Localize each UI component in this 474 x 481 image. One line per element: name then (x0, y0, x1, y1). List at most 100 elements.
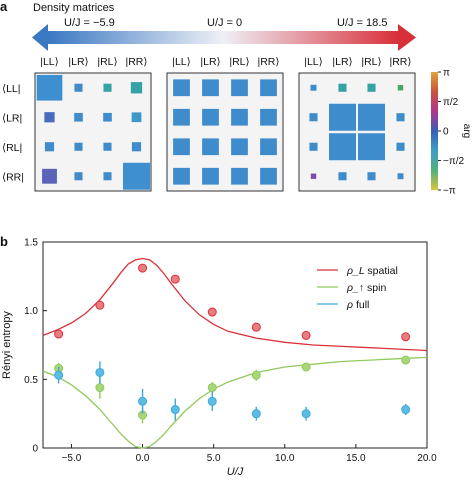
matrix-element (36, 74, 63, 101)
matrix-element (309, 142, 318, 151)
x-tick-label: 10.0 (275, 453, 295, 464)
colorbar-tick-label: 0 (443, 127, 449, 138)
basis-label-top: |LL⟩ (40, 56, 59, 68)
data-points (54, 263, 411, 424)
matrix-element (310, 84, 317, 91)
matrix-element (231, 167, 248, 185)
matrix-element (202, 167, 219, 185)
panel-b: b −5.0 0.0 5.0 10.0 15.0 20.0 0 0.5 1.0 1.5 ρ_L s… (0, 234, 437, 478)
basis-label-top: |RR⟩ (390, 56, 412, 68)
matrix-element (309, 113, 318, 122)
matrix-element (131, 112, 142, 123)
data-point-series-2 (207, 396, 217, 406)
matrix-element (44, 112, 55, 123)
matrix-element (74, 112, 83, 122)
matrix-element (103, 172, 112, 181)
matrix-element (74, 172, 83, 181)
data-point-series-2 (251, 409, 261, 419)
data-point-series-0 (95, 300, 105, 310)
density-matrix-0: |LL⟩ |LR⟩ |RL⟩ |RR⟩ (34, 56, 152, 192)
basis-label-left: ⟨LL| (2, 83, 21, 95)
data-point-series-1 (401, 355, 411, 365)
matrix-element (202, 138, 219, 156)
basis-label-top: |RL⟩ (97, 56, 117, 68)
y-tick-label: 0.5 (24, 375, 38, 386)
plot-frame (42, 241, 428, 449)
basis-label-left: ⟨RR| (2, 171, 24, 183)
matrix-element (231, 138, 248, 156)
x-tick-label: −5.0 (62, 453, 82, 464)
data-point-series-1 (95, 383, 105, 393)
basis-label-top: |LR⟩ (200, 56, 220, 68)
matrix-element (396, 142, 405, 151)
matrix-element (42, 168, 57, 184)
colorbar-tick-label: −π/2 (443, 156, 465, 167)
matrix-element (173, 79, 190, 97)
matrix-element (202, 79, 219, 97)
x-tick-label: 20.0 (417, 453, 437, 464)
matrix-element (329, 103, 356, 131)
x-tick-label: 5.0 (207, 453, 221, 464)
matrix-element (338, 83, 347, 92)
basis-label-top: |RR⟩ (258, 56, 280, 68)
matrix-element (260, 108, 277, 126)
x-tick-label: 15.0 (346, 453, 366, 464)
model-curve-0 (42, 257, 428, 352)
colorbar-tick-label: π/2 (443, 97, 459, 108)
legend-entry: ρ full (346, 299, 369, 311)
matrix-element (130, 82, 143, 94)
basis-label-left: ⟨RL| (2, 142, 22, 154)
arrow-label-center: U/J = 0 (207, 17, 242, 29)
basis-label-top: |RL⟩ (229, 56, 249, 68)
colorbar-tick-label: π (443, 68, 450, 79)
colorbar-label: arg (461, 124, 472, 138)
density-matrices: |LL⟩ |LR⟩ |RL⟩ |RR⟩ |LL⟩ |LR⟩ |RL⟩ |RR⟩ |LL⟩ |LR⟩… (2, 56, 416, 192)
arrow-label-right: U/J = 18.5 (337, 17, 387, 29)
density-matrix-2: |LL⟩ |LR⟩ |RL⟩ |RR⟩ (298, 56, 416, 192)
matrix-element (367, 83, 376, 92)
axes: −5.0 0.0 5.0 10.0 15.0 20.0 0 0.5 1.0 1.5 (24, 238, 437, 465)
matrix-element (74, 142, 83, 151)
matrix-element (367, 172, 376, 181)
matrix-element (131, 142, 142, 152)
panel-a-letter: a (0, 0, 8, 14)
data-point-series-2 (170, 405, 180, 415)
matrix-element (173, 138, 190, 156)
colorbar-ticks: π π/2 0 −π/2 −π (438, 68, 465, 197)
legend-entry: ρ_↑ spin (346, 282, 386, 294)
data-point-series-1 (301, 362, 311, 372)
data-point-series-2 (95, 367, 105, 377)
matrix-element (173, 167, 190, 185)
data-point-series-0 (170, 274, 180, 284)
density-matrix-1: |LL⟩ |LR⟩ |RL⟩ |RR⟩ (166, 56, 284, 192)
matrix-element (260, 167, 277, 185)
matrix-element (358, 103, 385, 131)
matrix-element (396, 113, 405, 122)
legend: ρ_L spatial ρ_↑ spin ρ full (317, 265, 398, 311)
panel-b-letter: b (0, 234, 8, 249)
basis-label-top: |LL⟩ (304, 56, 323, 68)
matrix-element (103, 142, 112, 151)
data-point-series-2 (401, 405, 411, 415)
matrix-element (74, 83, 83, 92)
panel-a-title: Density matrices (33, 2, 115, 14)
model-curve-1 (42, 356, 428, 449)
y-tick-label: 1.5 (24, 238, 38, 249)
data-point-series-0 (54, 329, 64, 339)
data-point-series-0 (138, 263, 148, 273)
model-curves (42, 257, 428, 449)
matrix-element (231, 108, 248, 126)
basis-label-top: |LR⟩ (68, 56, 88, 68)
matrix-element (123, 162, 150, 190)
colorbar-tick-label: −π (443, 186, 456, 197)
legend-entry: ρ_L spatial (346, 265, 398, 277)
phase-colorbar: π π/2 0 −π/2 −π arg (431, 68, 472, 197)
matrix-element (173, 108, 190, 126)
matrix-element (310, 173, 317, 179)
matrix-element (44, 142, 55, 152)
data-point-series-0 (401, 332, 411, 342)
y-tick-label: 1.0 (24, 306, 38, 317)
matrix-element (397, 85, 404, 91)
basis-label-left: ⟨LR| (2, 112, 22, 124)
